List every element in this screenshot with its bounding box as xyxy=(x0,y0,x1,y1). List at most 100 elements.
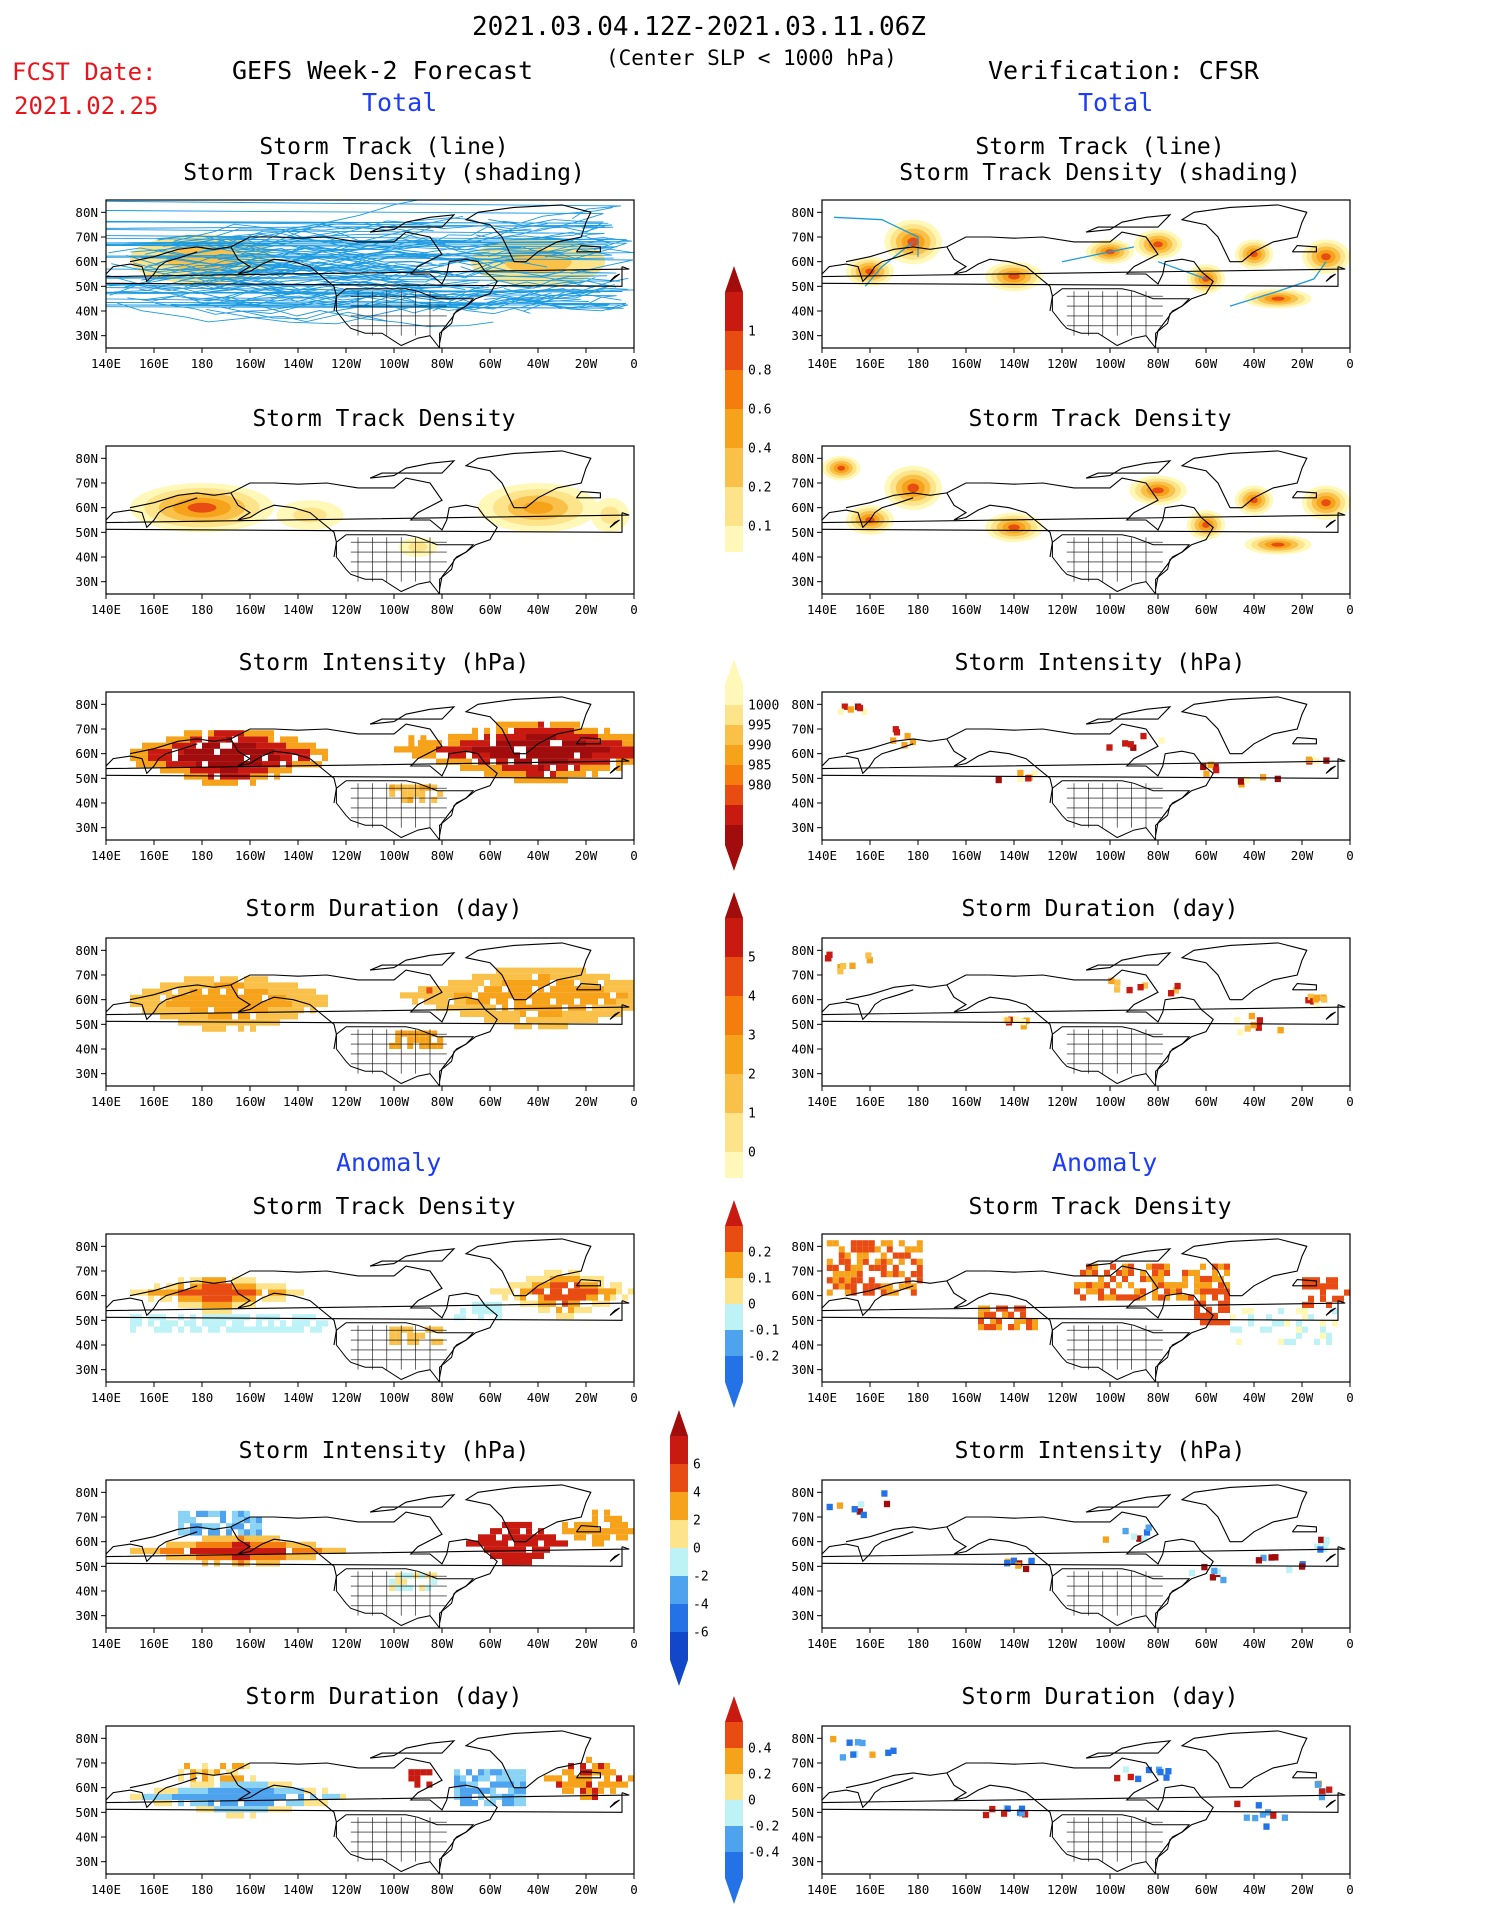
x-tick-label: 80W xyxy=(431,1094,454,1109)
grid-cell xyxy=(622,740,628,747)
grid-cell xyxy=(154,1793,160,1800)
grid-cell xyxy=(592,998,598,1005)
grid-cell xyxy=(395,1036,402,1043)
grid-cell xyxy=(1002,1305,1008,1312)
grid-cell xyxy=(865,952,872,959)
grid-cell xyxy=(1126,986,1133,994)
grid-cell xyxy=(214,1308,220,1315)
grid-cell xyxy=(184,1554,190,1561)
grid-cell xyxy=(556,764,562,771)
grid-cell xyxy=(592,1294,598,1301)
grid-cell xyxy=(562,1016,568,1024)
grid-cell xyxy=(586,1521,592,1529)
grid-cell xyxy=(1025,775,1032,782)
y-tick-label: 60N xyxy=(75,1288,98,1303)
grid-cell xyxy=(190,1775,196,1782)
grid-cell xyxy=(472,727,478,734)
storm-track xyxy=(106,231,612,244)
grid-cell xyxy=(1206,1275,1212,1283)
grid-cell xyxy=(220,1763,226,1770)
grid-cell xyxy=(1218,1319,1224,1326)
grid-cell xyxy=(178,1523,184,1530)
grid-cell xyxy=(256,1013,262,1020)
coastline xyxy=(106,1546,630,1567)
grid-cell xyxy=(298,994,304,1001)
x-tick-label: 100W xyxy=(379,1390,410,1405)
grid-cell xyxy=(420,735,427,742)
colorbar-duration-anomaly: 0.40.20-0.2-0.4 xyxy=(725,1696,779,1904)
grid-cell xyxy=(604,973,610,980)
grid-cell xyxy=(238,1289,244,1296)
grid-cell xyxy=(890,1747,897,1754)
grid-cell xyxy=(298,1541,304,1548)
grid-cell xyxy=(592,1509,598,1516)
grid-cell xyxy=(190,1000,196,1008)
grid-cell xyxy=(616,733,622,741)
x-tick-label: 160E xyxy=(139,1882,169,1897)
grid-cell xyxy=(556,986,562,993)
x-tick-label: 80W xyxy=(431,1636,454,1651)
grid-cell xyxy=(130,1000,136,1008)
grid-cell xyxy=(190,1517,196,1524)
coastline xyxy=(106,1792,630,1813)
grid-cell xyxy=(214,1510,220,1517)
x-tick-label: 100W xyxy=(379,848,410,863)
grid-cell xyxy=(232,1793,238,1800)
grid-cell xyxy=(598,1787,604,1794)
grid-cell xyxy=(208,1025,214,1032)
grid-cell xyxy=(232,976,238,983)
grid-cell xyxy=(610,998,616,1005)
grid-cell xyxy=(880,1271,887,1278)
grid-cell xyxy=(1017,769,1024,777)
grid-cell xyxy=(178,982,184,989)
grid-cell xyxy=(322,1000,328,1008)
grid-cell xyxy=(1320,1332,1326,1339)
grid-cell xyxy=(586,1306,592,1313)
y-tick-label: 40N xyxy=(75,1830,98,1845)
grid-cell xyxy=(496,1775,502,1782)
grid-cell xyxy=(1018,1805,1026,1812)
x-tick-label: 160E xyxy=(139,602,169,617)
grid-cell xyxy=(454,1787,460,1794)
x-tick-label: 160E xyxy=(855,356,885,371)
grid-cell xyxy=(244,1763,250,1770)
grid-cell xyxy=(172,1554,178,1561)
grid-cell xyxy=(166,1800,172,1807)
grid-cell xyxy=(238,1554,244,1561)
map-frame xyxy=(105,937,635,1087)
grid-cell xyxy=(1116,1269,1122,1276)
grid-cell xyxy=(556,1275,562,1283)
grid-cell xyxy=(190,1013,196,1020)
grid-cell xyxy=(196,1529,202,1536)
grid-cell xyxy=(413,1036,420,1043)
x-tick-label: 180 xyxy=(191,848,214,863)
grid-cell xyxy=(556,1781,562,1788)
x-tick-label: 180 xyxy=(191,1390,214,1405)
x-tick-label: 100W xyxy=(1095,356,1126,371)
grid-cell xyxy=(262,761,268,768)
grid-cell xyxy=(148,1320,154,1327)
x-tick-label: 160E xyxy=(139,356,169,371)
grid-cell xyxy=(550,1010,556,1017)
grid-cell xyxy=(202,1560,208,1567)
grid-cell xyxy=(184,994,190,1001)
grid-cell xyxy=(274,1781,280,1788)
x-tick-label: 140E xyxy=(807,848,837,863)
grid-cell xyxy=(1332,1308,1338,1315)
colorbar-label: -0.2 xyxy=(748,1350,779,1365)
grid-cell xyxy=(262,1541,268,1548)
x-tick-label: 80W xyxy=(431,848,454,863)
grid-cell xyxy=(238,994,244,1001)
grid-cell xyxy=(394,746,400,753)
grid-cell xyxy=(172,1320,178,1327)
y-tick-label: 50N xyxy=(791,1017,814,1032)
x-tick-label: 140E xyxy=(91,1636,121,1651)
grid-cell xyxy=(886,1258,893,1265)
grid-cell xyxy=(604,733,610,741)
colorbar-label: -2 xyxy=(693,1570,709,1585)
grid-cell xyxy=(256,1541,262,1548)
grid-cell xyxy=(1224,1288,1230,1295)
grid-cell xyxy=(1194,1312,1200,1320)
colorbar-label: 0.1 xyxy=(748,520,771,535)
y-tick-label: 80N xyxy=(75,943,98,958)
